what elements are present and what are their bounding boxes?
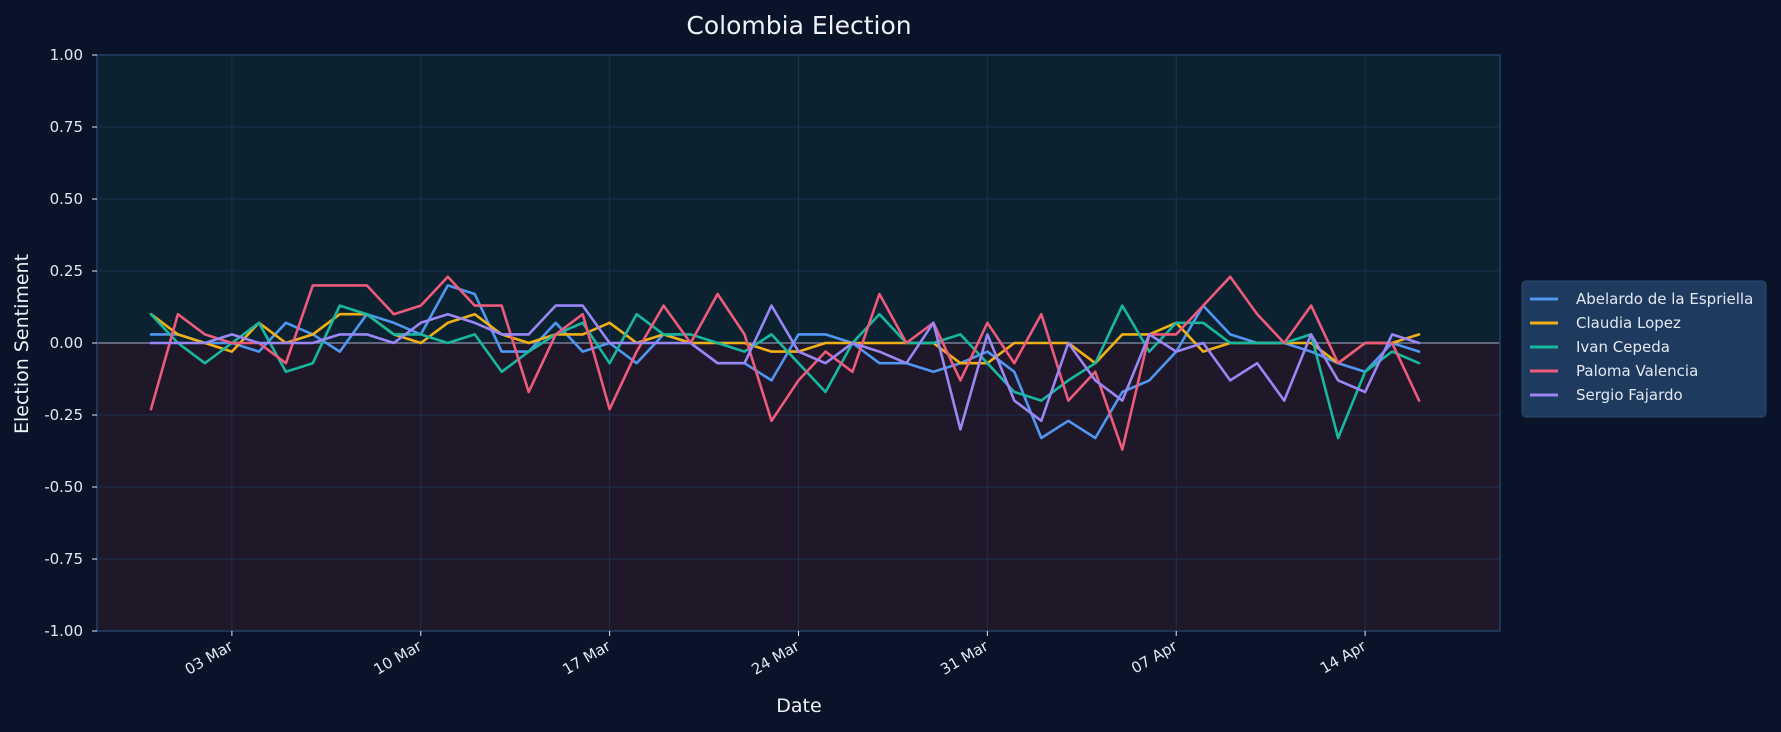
x-axis-label: Date bbox=[776, 695, 821, 717]
plot-area: -1.00 -0.75 -0.50 -0.25 0.00 0.25 0.50 0.75 1.00… bbox=[44, 46, 1501, 679]
series-line-ivan-cepeda bbox=[149, 304, 1421, 440]
legend-label-claudia-lopez: Claudia Lopez bbox=[1576, 314, 1681, 332]
y-tick-label: 0.25 bbox=[50, 262, 83, 280]
legend: Abelardo de la Espriella Claudia Lopez Iva… bbox=[1521, 280, 1767, 418]
y-tick-label: -0.75 bbox=[44, 550, 83, 568]
y-axis-label: Election Sentiment bbox=[11, 254, 33, 434]
chart-title: Colombia Election bbox=[686, 11, 911, 40]
legend-label-paloma-valencia: Paloma Valencia bbox=[1576, 362, 1698, 380]
y-tick-label: 0.00 bbox=[50, 334, 83, 352]
y-tick-label: 0.75 bbox=[50, 118, 83, 136]
y-tick-label: -0.50 bbox=[44, 478, 83, 496]
series-line-paloma-valencia bbox=[149, 275, 1421, 451]
legend-label-abelardo-de-la-espriella: Abelardo de la Espriella bbox=[1576, 290, 1753, 308]
y-tick-label: -1.00 bbox=[44, 622, 83, 640]
series-line-abelardo-de-la-espriella bbox=[149, 284, 1421, 440]
legend-label-ivan-cepeda: Ivan Cepeda bbox=[1576, 338, 1670, 356]
legend-box bbox=[1521, 280, 1767, 418]
legend-label-sergio-fajardo: Sergio Fajardo bbox=[1576, 386, 1683, 404]
y-tick-label: -0.25 bbox=[44, 406, 83, 424]
y-tick-label: 1.00 bbox=[50, 46, 83, 64]
series-line-sergio-fajardo bbox=[149, 304, 1421, 431]
y-tick-label: 0.50 bbox=[50, 190, 83, 208]
